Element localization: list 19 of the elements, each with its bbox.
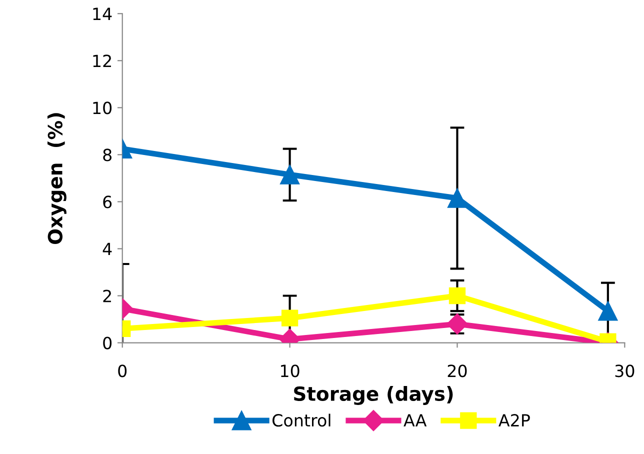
y-axis-title: Oxygen (%) [47,113,66,244]
y-tick-label: 6 [103,196,112,208]
y-tick-label: 12 [93,54,111,67]
legend-label: A2P [498,414,530,426]
point [448,188,467,208]
x-tick-label: 30 [615,364,634,378]
legend-label: Control [272,414,330,427]
x-tick-label: 10 [281,364,300,378]
x-tick-label: 20 [448,364,467,378]
y-tick-label: 14 [93,8,112,20]
x-axis-title: Storage (days) [294,386,453,405]
y-tick-label: 2 [103,290,111,302]
y-tick-label: 0 [103,336,112,350]
y-tick-label: 8 [103,148,112,162]
point [448,287,466,304]
y-tick-label: 10 [93,102,112,114]
x-tick-label: 0 [118,364,127,378]
legend-label: AA [404,414,427,426]
y-tick-label: 4 [102,242,112,256]
